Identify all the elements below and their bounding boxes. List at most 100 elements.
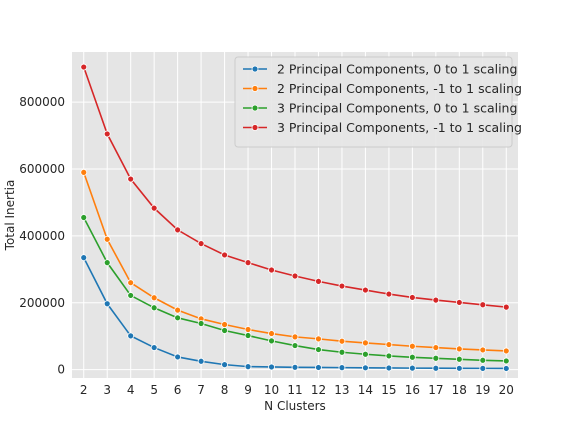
data-point — [362, 286, 369, 294]
data-point — [150, 294, 158, 302]
data-point — [103, 300, 111, 308]
x-tick-label: 16 — [405, 383, 420, 397]
data-point — [455, 364, 463, 372]
series-1 — [80, 254, 510, 372]
data-point — [362, 339, 369, 347]
legend: 2 Principal Components, 0 to 1 scaling 2 … — [234, 56, 522, 148]
data-point — [315, 346, 322, 353]
data-point — [268, 363, 275, 371]
data-point — [127, 332, 135, 340]
data-point — [315, 335, 322, 343]
data-point — [479, 301, 487, 309]
data-point — [174, 353, 182, 361]
legend-box — [234, 56, 513, 148]
legend-swatch-marker — [251, 85, 259, 92]
legend-label: 3 Principal Components, -1 to 1 scaling — [277, 120, 522, 135]
legend-swatch-marker — [251, 65, 259, 73]
x-tick-label: 17 — [428, 383, 443, 397]
x-tick-label: 18 — [452, 383, 467, 397]
data-point — [338, 364, 346, 372]
data-point — [362, 350, 369, 358]
data-point — [338, 337, 346, 345]
data-point — [221, 327, 228, 334]
data-point — [221, 321, 228, 328]
data-point — [80, 254, 88, 262]
y-tick-labels: 0 200000 400000 600000 800000 — [19, 95, 65, 376]
data-point — [408, 342, 416, 350]
data-point — [362, 364, 369, 372]
data-point — [315, 277, 322, 285]
x-tick-label: 7 — [197, 383, 205, 397]
y-tick-label: 200000 — [19, 296, 65, 310]
x-tick-label: 15 — [381, 383, 396, 397]
data-point — [174, 314, 182, 322]
data-point — [291, 333, 299, 341]
legend-label: 3 Principal Components, 0 to 1 scaling — [277, 101, 517, 116]
data-point — [385, 352, 393, 360]
data-point — [197, 357, 205, 365]
data-point — [315, 364, 322, 371]
legend-entry: 2 Principal Components, -1 to 1 scaling — [243, 81, 522, 96]
data-point — [197, 240, 205, 247]
data-point — [244, 326, 252, 333]
series-2 — [80, 168, 510, 355]
data-point — [150, 204, 158, 212]
data-point — [408, 294, 416, 301]
data-point — [432, 364, 440, 372]
x-tick-label: 9 — [244, 383, 252, 397]
series-4 — [80, 63, 510, 311]
series-3 — [80, 214, 510, 365]
legend-entry: 3 Principal Components, 0 to 1 scaling — [243, 101, 517, 116]
data-point — [479, 356, 487, 364]
data-point — [174, 226, 182, 234]
data-point — [291, 363, 299, 371]
data-point — [221, 251, 228, 259]
x-tick-label: 11 — [287, 383, 302, 397]
data-point — [244, 332, 252, 339]
x-tick-label: 3 — [103, 383, 111, 397]
x-tick-labels: 2 3 4 5 6 7 8 9 10 11 12 13 14 15 16 17 18 19 20 — [80, 383, 514, 397]
legend-swatch-marker — [251, 124, 259, 131]
data-point — [127, 279, 135, 287]
data-point — [291, 272, 299, 280]
data-point — [268, 266, 275, 274]
x-tick-label: 4 — [127, 383, 135, 397]
data-point — [174, 306, 182, 314]
data-point — [103, 235, 111, 243]
data-point — [150, 304, 158, 312]
x-tick-label: 20 — [499, 383, 514, 397]
legend-entry: 3 Principal Components, -1 to 1 scaling — [243, 120, 522, 135]
data-point — [291, 342, 299, 349]
y-tick-label: 800000 — [19, 95, 65, 109]
data-point — [455, 355, 463, 363]
data-point — [408, 364, 416, 372]
y-tick-label: 0 — [57, 363, 65, 377]
x-tick-label: 13 — [334, 383, 349, 397]
legend-label: 2 Principal Components, 0 to 1 scaling — [277, 62, 517, 77]
x-tick-label: 8 — [221, 383, 229, 397]
y-tick-label: 400000 — [19, 229, 65, 243]
x-tick-label: 10 — [264, 383, 279, 397]
data-point — [385, 364, 393, 372]
data-point — [385, 341, 393, 348]
data-point — [479, 346, 487, 354]
data-point — [221, 361, 228, 369]
data-point — [80, 63, 88, 71]
data-point — [80, 214, 88, 221]
data-point — [150, 344, 158, 351]
y-tick-label: 600000 — [19, 162, 65, 176]
series-group — [80, 63, 510, 372]
data-point — [432, 296, 440, 304]
legend-label: 2 Principal Components, -1 to 1 scaling — [277, 81, 522, 96]
x-tick-label: 12 — [311, 383, 326, 397]
y-axis-label: Total Inertia — [3, 180, 17, 252]
x-tick-label: 19 — [475, 383, 490, 397]
data-point — [455, 345, 463, 353]
x-tick-label: 2 — [80, 383, 88, 397]
data-point — [268, 330, 275, 337]
data-point — [502, 365, 510, 372]
data-point — [80, 168, 88, 176]
x-tick-label: 14 — [358, 383, 373, 397]
x-axis-label: N Clusters — [264, 399, 326, 413]
